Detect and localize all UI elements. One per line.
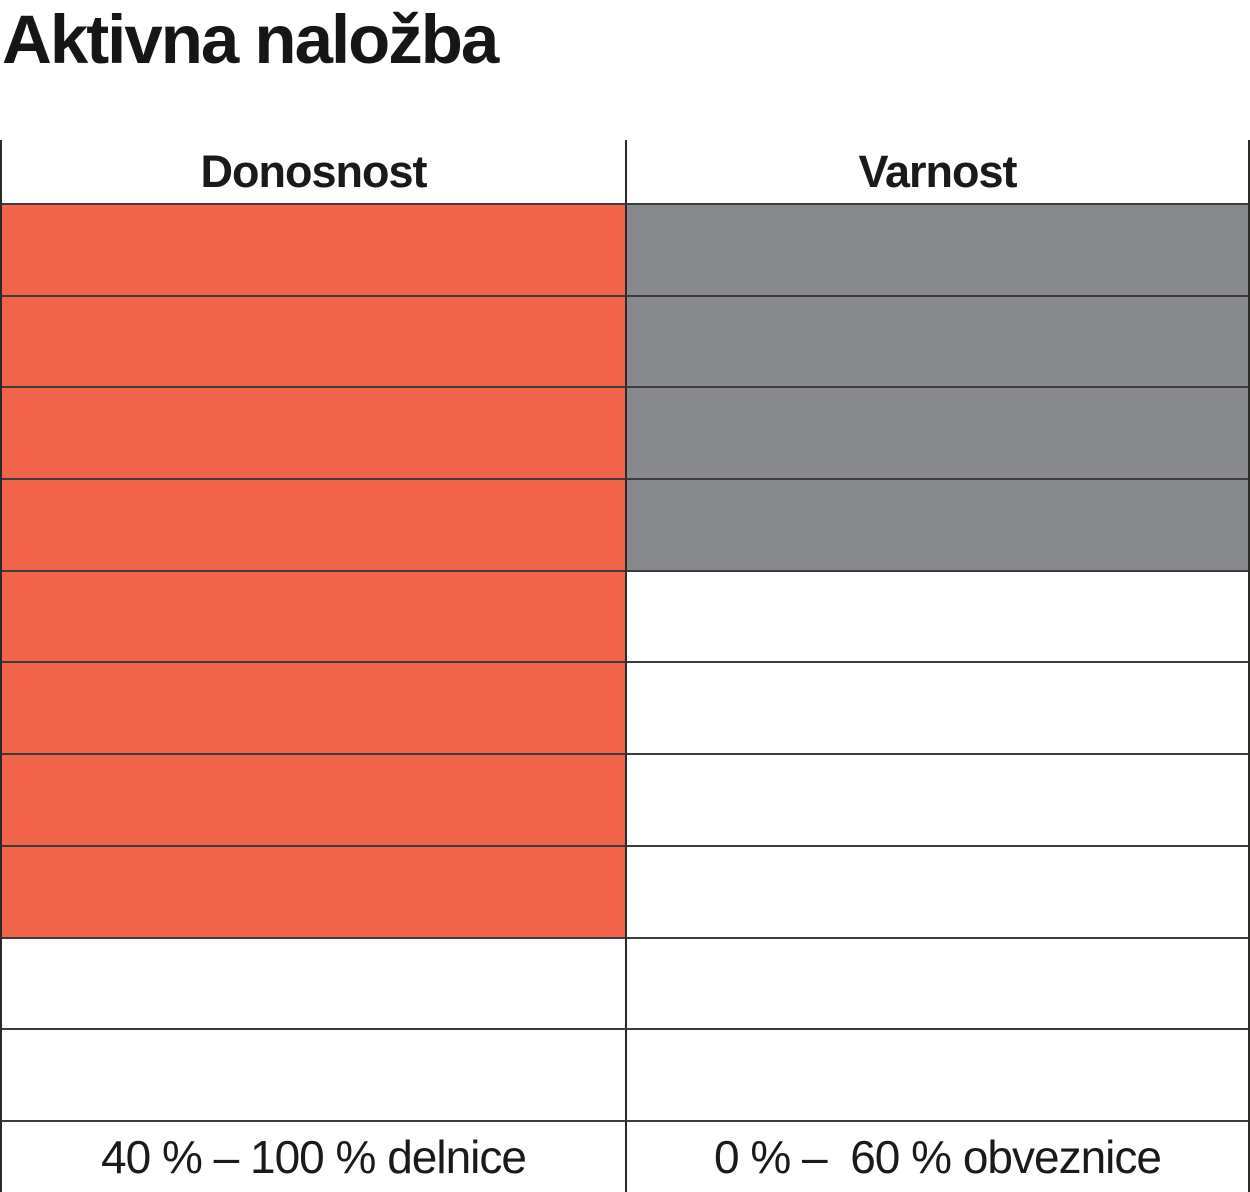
grid-cell — [625, 1028, 1248, 1120]
rating-table: Donosnost Varnost 40 % – 100 % delnice 0… — [0, 140, 1250, 1192]
grid-cell — [2, 294, 625, 387]
grid-cell — [2, 203, 625, 295]
grid-cell — [625, 386, 1248, 479]
grid-cell — [625, 294, 1248, 387]
grid-cell — [2, 1028, 625, 1120]
grid-cell — [625, 936, 1248, 1029]
grid-cell — [625, 203, 1248, 295]
grid-cell — [625, 844, 1248, 937]
grid-cell — [2, 386, 625, 479]
grid-cell — [2, 844, 625, 937]
grid-cell — [2, 478, 625, 570]
grid-cell — [2, 753, 625, 845]
footer-label-obveznice: 0 % – 60 % obveznice — [625, 1119, 1248, 1192]
grid-cell — [2, 661, 625, 754]
grid-cell — [625, 661, 1248, 754]
grid-cell — [625, 569, 1248, 662]
grid-cell — [2, 569, 625, 662]
page-title: Aktivna naložba — [2, 1, 499, 78]
grid-cell — [625, 478, 1248, 570]
grid-cell — [625, 753, 1248, 845]
footer-label-delnice: 40 % – 100 % delnice — [2, 1119, 625, 1192]
column-header-donosnost: Donosnost — [2, 140, 625, 203]
column-header-varnost: Varnost — [625, 140, 1248, 203]
grid-cell — [2, 936, 625, 1029]
